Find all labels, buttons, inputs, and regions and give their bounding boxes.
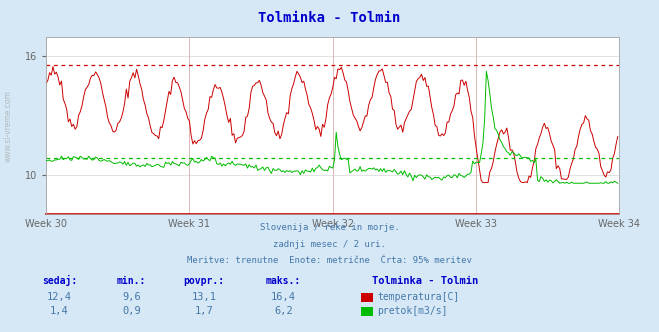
Text: zadnji mesec / 2 uri.: zadnji mesec / 2 uri. xyxy=(273,239,386,249)
Text: Tolminka - Tolmin: Tolminka - Tolmin xyxy=(258,11,401,25)
Text: 16,4: 16,4 xyxy=(271,292,296,302)
Text: 9,6: 9,6 xyxy=(123,292,141,302)
Text: www.si-vreme.com: www.si-vreme.com xyxy=(3,90,13,162)
Text: min.:: min.: xyxy=(117,276,146,286)
Text: 6,2: 6,2 xyxy=(274,306,293,316)
Text: Meritve: trenutne  Enote: metrične  Črta: 95% meritev: Meritve: trenutne Enote: metrične Črta: … xyxy=(187,256,472,265)
Text: Slovenija / reke in morje.: Slovenija / reke in morje. xyxy=(260,223,399,232)
Text: 12,4: 12,4 xyxy=(47,292,72,302)
Text: 13,1: 13,1 xyxy=(192,292,217,302)
Text: temperatura[C]: temperatura[C] xyxy=(377,292,459,302)
Text: 1,4: 1,4 xyxy=(50,306,69,316)
Text: Tolminka - Tolmin: Tolminka - Tolmin xyxy=(372,276,478,286)
Text: 0,9: 0,9 xyxy=(123,306,141,316)
Text: maks.:: maks.: xyxy=(266,276,301,286)
Text: sedaj:: sedaj: xyxy=(42,275,77,286)
Text: 1,7: 1,7 xyxy=(195,306,214,316)
Text: povpr.:: povpr.: xyxy=(184,276,225,286)
Text: pretok[m3/s]: pretok[m3/s] xyxy=(377,306,447,316)
